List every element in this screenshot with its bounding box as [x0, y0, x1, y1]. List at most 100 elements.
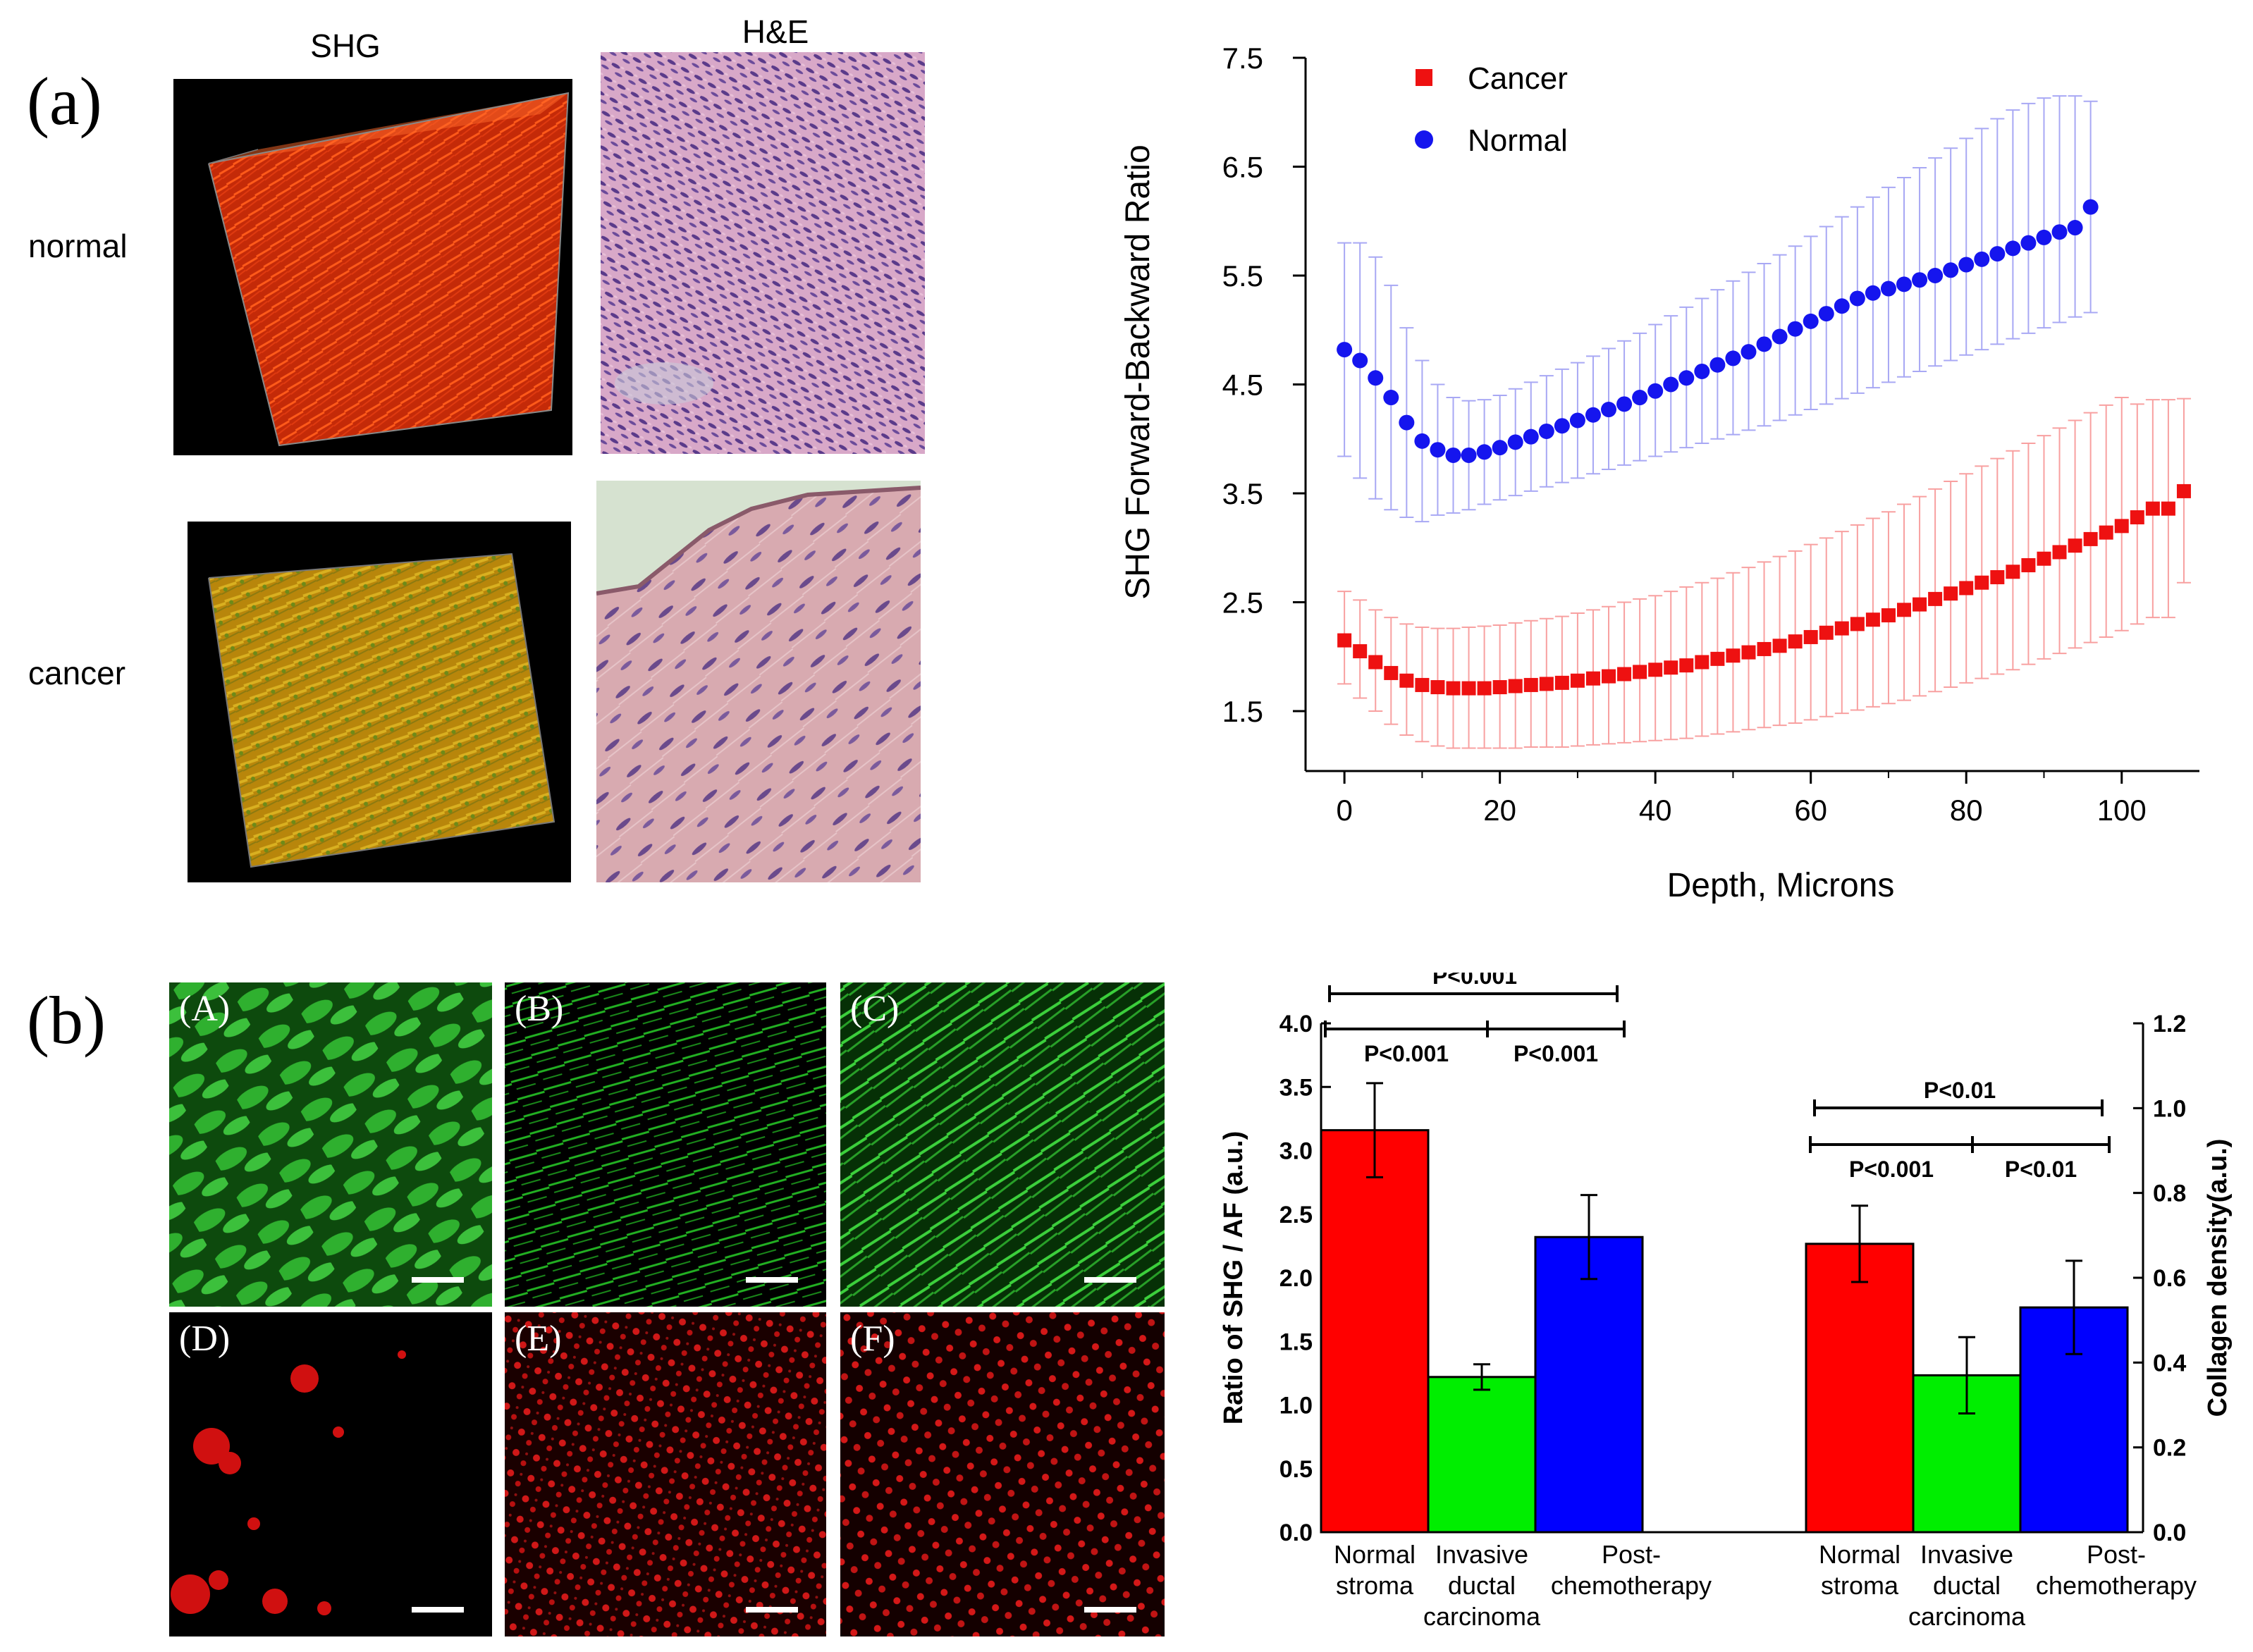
y-tick-label-left: 1.5	[1279, 1329, 1313, 1355]
data-point-cancer	[1664, 660, 1678, 675]
data-point-cancer	[1710, 651, 1725, 666]
data-point-normal	[1756, 336, 1772, 352]
data-point-normal	[1725, 350, 1741, 366]
data-point-cancer	[1523, 677, 1538, 692]
he-cancer-image	[596, 481, 921, 882]
micrograph-c-label: (C)	[850, 989, 900, 1029]
data-point-normal	[2036, 229, 2052, 245]
legend-marker	[1416, 69, 1432, 86]
micrograph-d: (D)	[169, 1312, 492, 1636]
data-point-normal	[1461, 447, 1477, 463]
bar	[1427, 1376, 1537, 1534]
data-point-normal	[1880, 281, 1896, 297]
data-point-normal	[1787, 321, 1803, 337]
data-point-cancer	[1633, 665, 1647, 679]
data-point-normal	[1865, 285, 1881, 301]
category-label: Post-	[1602, 1540, 1661, 1569]
data-point-normal	[1445, 447, 1461, 463]
data-point-normal	[1943, 262, 1959, 278]
micrograph-a-label: (A)	[179, 989, 231, 1029]
data-point-normal	[1989, 246, 2006, 262]
data-point-cancer	[1959, 581, 1974, 596]
data-point-normal	[2051, 224, 2068, 240]
data-point-normal	[1616, 396, 1633, 412]
data-point-cancer	[1353, 644, 1368, 659]
data-point-cancer	[1897, 603, 1912, 617]
data-point-cancer	[1508, 679, 1523, 694]
y-tick-label-left: 3.5	[1279, 1074, 1313, 1101]
data-point-cancer	[2083, 531, 2098, 546]
data-point-cancer	[1695, 655, 1709, 670]
category-label: chemotherapy	[2036, 1571, 2197, 1600]
legend-marker	[1415, 130, 1433, 149]
p-value-label: P<0.01	[2005, 1157, 2077, 1182]
data-point-cancer	[2037, 551, 2051, 566]
data-point-cancer	[1492, 680, 1507, 695]
data-point-normal	[1383, 390, 1399, 406]
y-tick-label-left: 3.0	[1279, 1138, 1313, 1165]
y-tick-label-left: 1.0	[1279, 1393, 1313, 1419]
category-label: Invasive	[1920, 1540, 2013, 1569]
data-point-normal	[1834, 298, 1850, 314]
legend-label: Normal	[1468, 123, 1568, 158]
y-tick-label-left: 0.5	[1279, 1456, 1313, 1483]
shg-af-collagen-bar-chart: 0.0 0.5 1.0 1.5 2.0 2.5 3.0 3.5 4.0 0.0 0.2 0.4 0.6 0…	[1219, 973, 2233, 1631]
data-point-normal	[1694, 363, 1710, 379]
data-point-cancer	[1446, 681, 1461, 696]
data-point-cancer	[1570, 673, 1585, 688]
data-point-cancer	[1757, 641, 1772, 656]
data-point-cancer	[2052, 545, 2067, 560]
normal-row-label: normal	[28, 228, 128, 264]
data-point-cancer	[1384, 665, 1399, 680]
data-point-cancer	[1928, 591, 1943, 606]
data-point-cancer	[2176, 483, 2191, 498]
y-tick-label: 5.5	[1222, 259, 1263, 292]
y-tick-label: 1.5	[1222, 695, 1263, 728]
category-label: ductal	[1448, 1571, 1516, 1600]
p-value-label: P<0.001	[1849, 1157, 1934, 1182]
he-column-label: H&E	[742, 13, 809, 50]
p-value-label: P<0.001	[1432, 973, 1517, 989]
data-point-normal	[1352, 352, 1368, 369]
category-label: Invasive	[1435, 1540, 1528, 1569]
category-label: chemotherapy	[1551, 1571, 1712, 1600]
data-point-normal	[2005, 240, 2021, 257]
data-point-normal	[1958, 257, 1975, 273]
micrograph-c: (C)	[840, 982, 1165, 1307]
data-point-normal	[1632, 390, 1648, 406]
category-label: carcinoma	[1423, 1602, 1541, 1631]
data-point-normal	[1430, 442, 1446, 458]
data-point-normal	[1492, 440, 1508, 456]
scale-bar	[746, 1607, 798, 1613]
data-point-cancer	[2145, 501, 2160, 516]
data-point-cancer	[1554, 675, 1569, 690]
data-point-cancer	[1415, 677, 1430, 692]
data-point-normal	[1399, 414, 1415, 431]
data-point-cancer	[1741, 645, 1756, 660]
y-axis-title-right: Collagen density(a.u.)	[2203, 1139, 2233, 1417]
data-point-normal	[1709, 357, 1726, 373]
data-point-cancer	[2006, 565, 2020, 579]
category-label: Normal	[1819, 1540, 1901, 1569]
data-point-cancer	[1772, 639, 1787, 653]
data-point-cancer	[1865, 612, 1880, 627]
data-point-normal	[1896, 276, 1913, 292]
shg-normal-image	[173, 79, 572, 455]
micrograph-b: (B)	[505, 982, 826, 1307]
y-tick-label-right: 0.0	[2153, 1520, 2186, 1546]
panel-b-label: (b)	[27, 982, 106, 1058]
data-point-cancer	[1368, 655, 1383, 670]
data-point-cancer	[2099, 525, 2113, 540]
category-label: ductal	[1933, 1571, 2001, 1600]
data-point-cancer	[1430, 680, 1445, 695]
p-value-label: P<0.001	[1364, 1041, 1449, 1066]
y-tick-label: 3.5	[1222, 477, 1263, 510]
data-point-normal	[1601, 402, 1617, 418]
data-point-cancer	[1850, 617, 1865, 631]
data-point-cancer	[2021, 557, 2036, 572]
data-point-normal	[1337, 342, 1353, 358]
data-point-cancer	[1617, 667, 1632, 682]
scale-bar	[1084, 1277, 1136, 1283]
y-axis-title-left: Ratio of SHG / AF (a.u.)	[1219, 1131, 1248, 1425]
y-tick-label: 2.5	[1222, 586, 1263, 620]
